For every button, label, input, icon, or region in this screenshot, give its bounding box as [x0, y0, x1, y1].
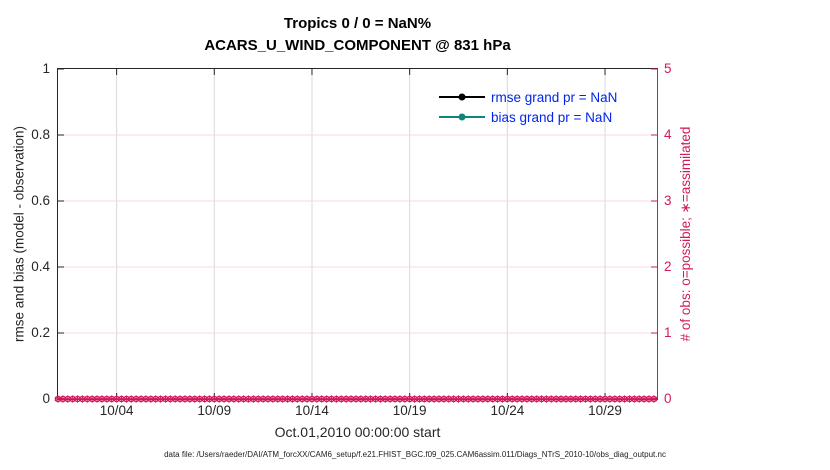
y-tick-label-left: 0.2: [31, 325, 50, 340]
y-tick-label-left: 0.6: [31, 193, 50, 208]
y-tick-label-left: 0: [42, 391, 50, 406]
y-axis-label-left: rmse and bias (model - observation): [11, 125, 27, 343]
y-tick-label-right: 3: [664, 193, 672, 208]
y-tick-label-right: 5: [664, 61, 672, 76]
title-block: Tropics 0 / 0 = NaN% ACARS_U_WIND_COMPON…: [57, 13, 658, 57]
plot-canvas: [54, 68, 658, 403]
legend-item-rmse: rmse grand pr = NaN: [439, 87, 617, 107]
rmse-line-marker-icon: [439, 93, 485, 101]
bias-line-marker-icon: [439, 113, 485, 121]
y-axis-label-right: # of obs: o=possible; ∗=assimilated: [678, 126, 693, 342]
x-tick-label: 10/24: [490, 403, 525, 418]
obs-assimilated-marker: [650, 395, 658, 403]
legend-item-bias: bias grand pr = NaN: [439, 107, 617, 127]
footer-datafile: data file: /Users/raeder/DAI/ATM_forcXX/…: [164, 450, 666, 459]
x-tick-label: 10/04: [99, 403, 134, 418]
y-tick-label-right: 2: [664, 259, 672, 274]
bias-dot-icon: [458, 113, 466, 121]
plot-subtitle: ACARS_U_WIND_COMPONENT @ 831 hPa: [204, 37, 511, 54]
y-tick-label-right: 1: [664, 325, 672, 340]
x-tick-label: 10/29: [588, 403, 622, 418]
y-tick-label-right: 0: [664, 391, 672, 406]
y-tick-label-left: 0.8: [31, 127, 50, 142]
y-tick-label-right: 4: [664, 127, 672, 142]
rmse-dot-icon: [458, 93, 466, 101]
legend-label-rmse: rmse grand pr = NaN: [491, 89, 618, 105]
y-tick-label-left: 1: [42, 61, 50, 76]
legend: rmse grand pr = NaN bias grand pr = NaN: [439, 87, 617, 127]
plot-area: [54, 68, 658, 403]
x-tick-label: 10/19: [392, 403, 427, 418]
y-tick-label-left: 0.4: [31, 259, 50, 274]
plot-title: Tropics 0 / 0 = NaN%: [283, 15, 432, 32]
x-tick-label: 10/14: [295, 403, 329, 418]
x-tick-label: 10/09: [197, 403, 232, 418]
x-axis-label: Oct.01,2010 00:00:00 start: [274, 424, 441, 440]
legend-label-bias: bias grand pr = NaN: [491, 109, 613, 125]
